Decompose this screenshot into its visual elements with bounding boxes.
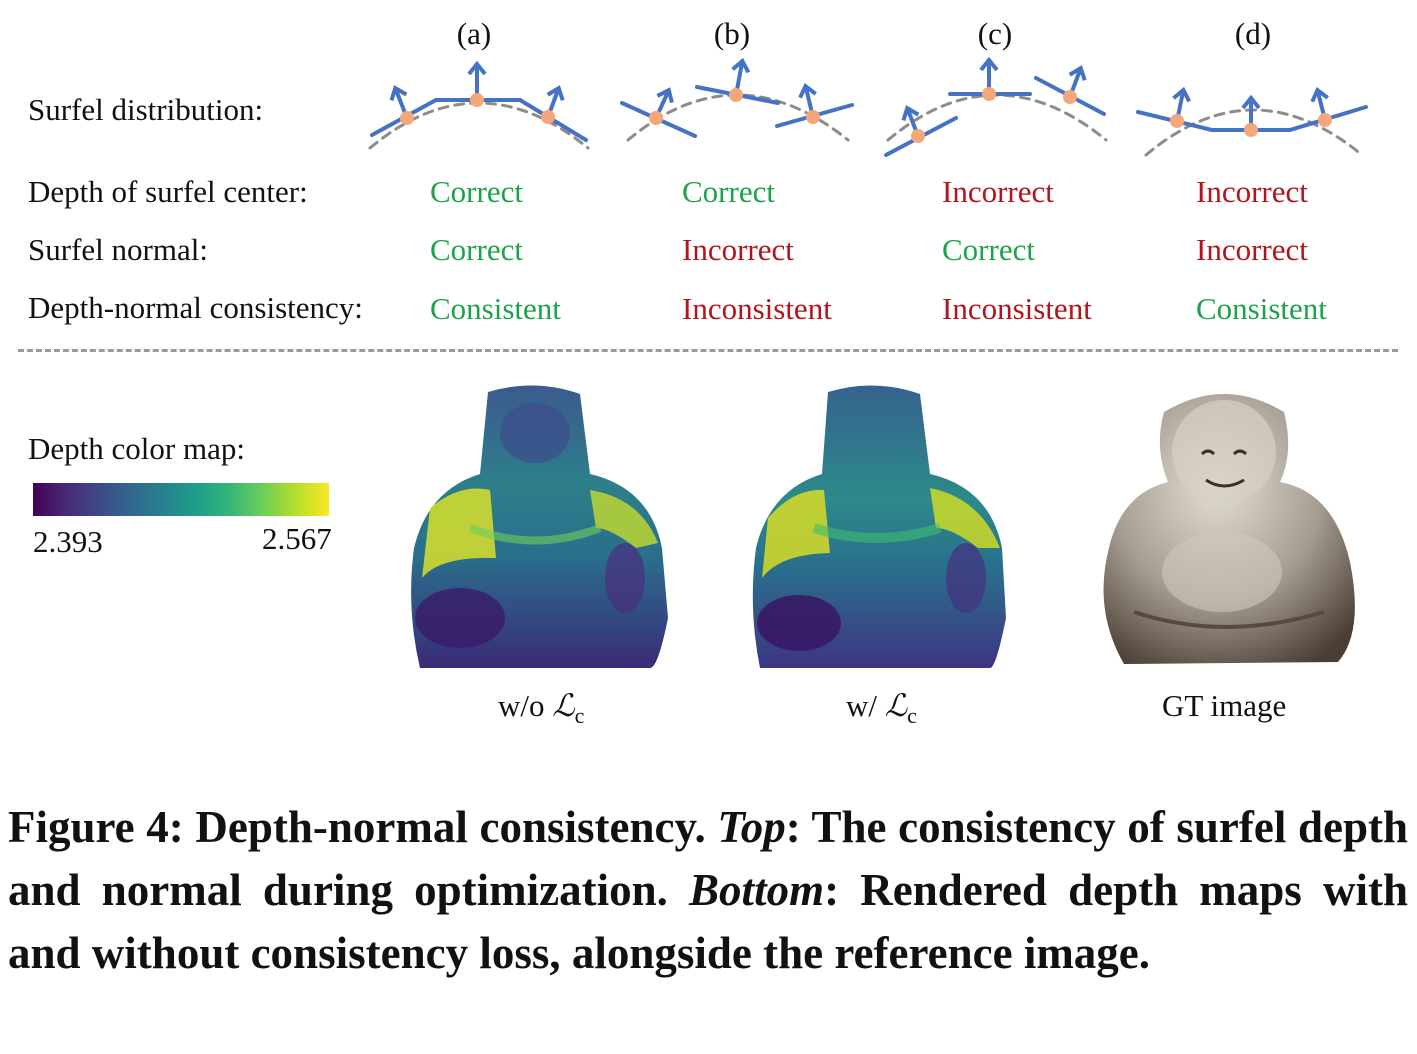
value-b-consistency: Inconsistent: [682, 291, 832, 326]
value-b-normal: Incorrect: [682, 232, 794, 267]
value-d-normal: Incorrect: [1196, 232, 1308, 267]
column-label-b: (b): [713, 16, 751, 51]
surfel-distribution-diagrams: [368, 56, 1368, 157]
value-b-depth: Correct: [682, 174, 775, 209]
label-without-loss: w/o ℒc: [498, 688, 585, 729]
colorbar-max-label: 2.567: [262, 521, 332, 556]
surfel-diagram-b: [620, 57, 854, 142]
value-d-consistency: Consistent: [1196, 291, 1327, 326]
row-label-distribution: Surfel distribution:: [28, 92, 264, 127]
value-c-depth: Incorrect: [942, 174, 1054, 209]
depth-map-with-loss: [752, 385, 1006, 668]
label-gt-image: GT image: [1162, 688, 1287, 723]
value-a-consistency: Consistent: [430, 291, 561, 326]
figure-caption: Figure 4: Depth-normal consistency. Top:…: [8, 802, 1408, 978]
value-c-normal: Correct: [942, 232, 1035, 267]
column-label-d: (d): [1234, 16, 1272, 51]
value-a-depth: Correct: [430, 174, 523, 209]
surfel-diagram-d: [1136, 86, 1368, 157]
depth-colorbar: [33, 483, 329, 516]
surfel-diagram-a: [368, 60, 590, 150]
surfel-diagram-c: [884, 56, 1108, 157]
value-a-normal: Correct: [430, 232, 523, 267]
column-label-a: (a): [456, 16, 492, 51]
row-label-normal: Surfel normal:: [28, 232, 208, 267]
colorbar-min-label: 2.393: [33, 524, 103, 559]
column-label-c: (c): [977, 16, 1013, 51]
row-label-depth: Depth of surfel center:: [28, 174, 308, 209]
value-c-consistency: Inconsistent: [942, 291, 1092, 326]
gt-image: [1103, 394, 1355, 664]
label-with-loss: w/ ℒc: [846, 688, 917, 729]
depth-map-without-loss: [411, 385, 668, 668]
colormap-label: Depth color map:: [28, 431, 245, 466]
value-d-depth: Incorrect: [1196, 174, 1308, 209]
section-divider: [18, 349, 1398, 352]
row-label-consistency: Depth-normal consistency:: [28, 290, 363, 325]
